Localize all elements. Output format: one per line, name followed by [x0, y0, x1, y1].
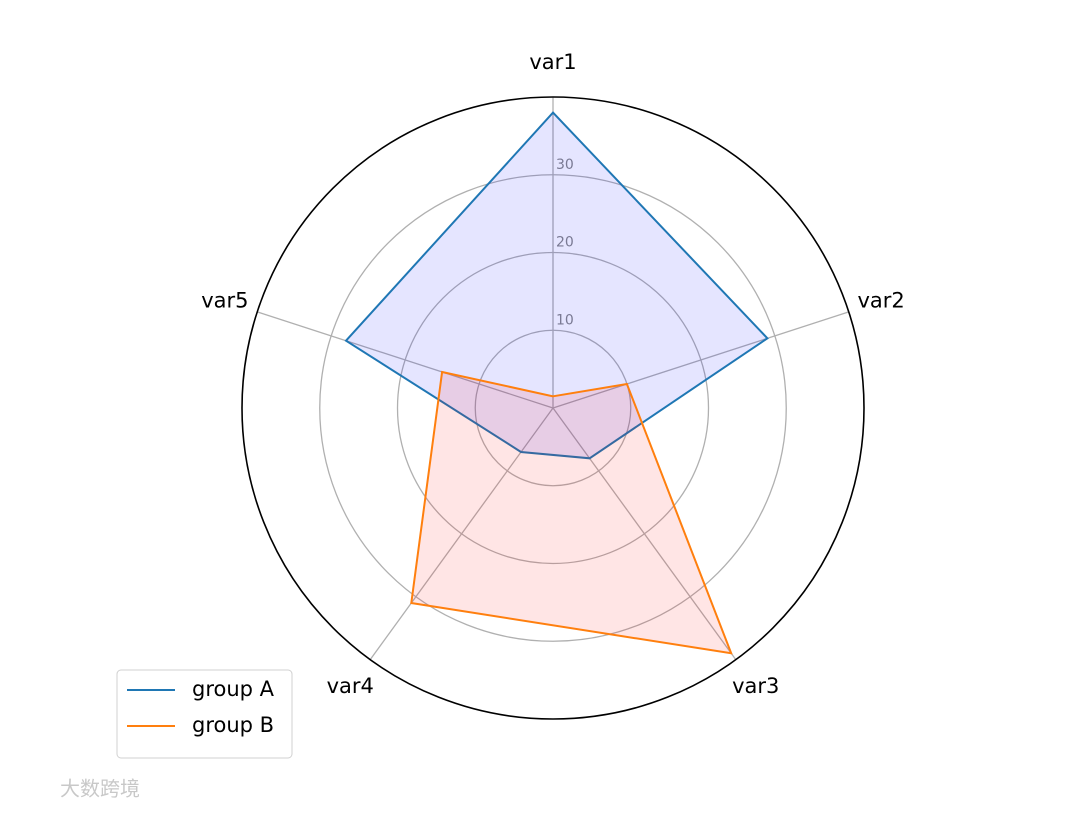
series-area [411, 372, 732, 654]
category-label: var2 [857, 288, 904, 312]
spoke [552, 407, 737, 660]
spoke [552, 311, 849, 409]
series-line [410, 370, 733, 655]
series-line [344, 111, 769, 460]
category-label: var3 [732, 674, 779, 698]
outer-frame [241, 96, 865, 720]
watermark: 大数跨境 [60, 777, 140, 801]
category-label: var1 [529, 50, 576, 74]
legend-label: group B [192, 713, 274, 737]
category-label: var5 [201, 288, 248, 312]
spoke [257, 311, 554, 409]
category-label: var4 [327, 674, 374, 698]
legend-box [116, 669, 293, 759]
r-tick-label: 30 [556, 157, 574, 173]
series-area [346, 112, 768, 459]
spoke [369, 407, 554, 660]
legend-label: group A [192, 677, 275, 701]
r-tick-label: 20 [556, 235, 574, 251]
r-tick-label: 10 [556, 312, 574, 328]
